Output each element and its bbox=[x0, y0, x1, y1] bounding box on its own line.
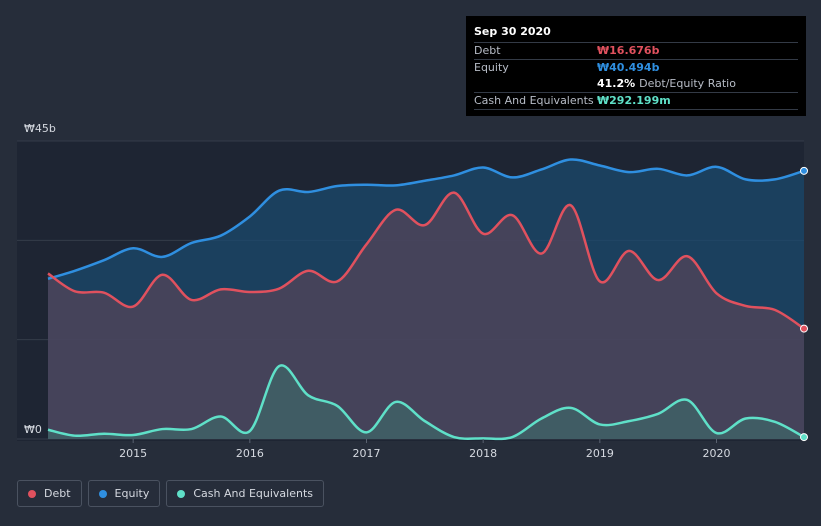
series-end-markers bbox=[800, 166, 808, 442]
legend-item-debt[interactable]: Debt bbox=[17, 480, 82, 507]
x-tick-label-2019: 2019 bbox=[586, 447, 614, 460]
cash-line bbox=[47, 364, 805, 441]
tooltip-debt-label: Debt bbox=[474, 44, 501, 57]
cash-area bbox=[48, 365, 804, 439]
series-lines bbox=[47, 158, 805, 441]
equity-line bbox=[47, 158, 805, 280]
legend: Debt Equity Cash And Equivalents bbox=[17, 480, 324, 507]
cash-end-marker bbox=[800, 433, 808, 442]
debt-area bbox=[48, 192, 804, 439]
legend-label-equity: Equity bbox=[114, 487, 150, 500]
tooltip-equity-value: ₩40.494b bbox=[597, 61, 660, 74]
tooltip-ratio-value: 41.2% bbox=[597, 77, 636, 90]
debt-line bbox=[47, 191, 805, 330]
debt-dot-icon bbox=[28, 489, 36, 498]
x-tick-label-2017: 2017 bbox=[353, 447, 381, 460]
tooltip-date: Sep 30 2020 bbox=[474, 25, 551, 38]
equity-end-marker bbox=[800, 166, 808, 175]
x-tick-label-2016: 2016 bbox=[236, 447, 264, 460]
x-axis-ticks: 2015 2016 2017 2018 2019 2020 bbox=[119, 439, 731, 460]
tooltip-equity-label: Equity bbox=[474, 61, 509, 74]
tooltip-row-debt: Debt ₩16.676b bbox=[474, 42, 798, 59]
debt-end-marker bbox=[800, 324, 808, 333]
tooltip-ratio-label: Debt/Equity Ratio bbox=[639, 77, 736, 90]
tooltip-cash-value: ₩292.199m bbox=[597, 94, 671, 107]
tooltip-row-equity: Equity ₩40.494b bbox=[474, 59, 798, 76]
tooltip-row-cash: Cash And Equivalents ₩292.199m bbox=[474, 92, 798, 110]
legend-label-cash: Cash And Equivalents bbox=[193, 487, 313, 500]
x-tick-label-2015: 2015 bbox=[119, 447, 147, 460]
y-axis-top-label: ₩45b bbox=[24, 122, 56, 135]
cash-dot-icon bbox=[177, 489, 186, 498]
tooltip-row-ratio: 41.2% Debt/Equity Ratio bbox=[474, 76, 798, 92]
legend-item-cash[interactable]: Cash And Equivalents bbox=[166, 480, 324, 507]
tooltip-debt-value: ₩16.676b bbox=[597, 44, 660, 57]
x-tick-label-2020: 2020 bbox=[703, 447, 731, 460]
y-axis-bottom-label: ₩0 bbox=[24, 423, 42, 436]
series-areas bbox=[48, 159, 804, 439]
x-tick-label-2018: 2018 bbox=[469, 447, 497, 460]
legend-label-debt: Debt bbox=[44, 487, 71, 500]
equity-dot-icon bbox=[98, 489, 107, 498]
legend-item-equity[interactable]: Equity bbox=[87, 480, 161, 507]
tooltip: Sep 30 2020 Debt ₩16.676b Equity ₩40.494… bbox=[466, 16, 806, 116]
tooltip-cash-label: Cash And Equivalents bbox=[474, 94, 594, 107]
